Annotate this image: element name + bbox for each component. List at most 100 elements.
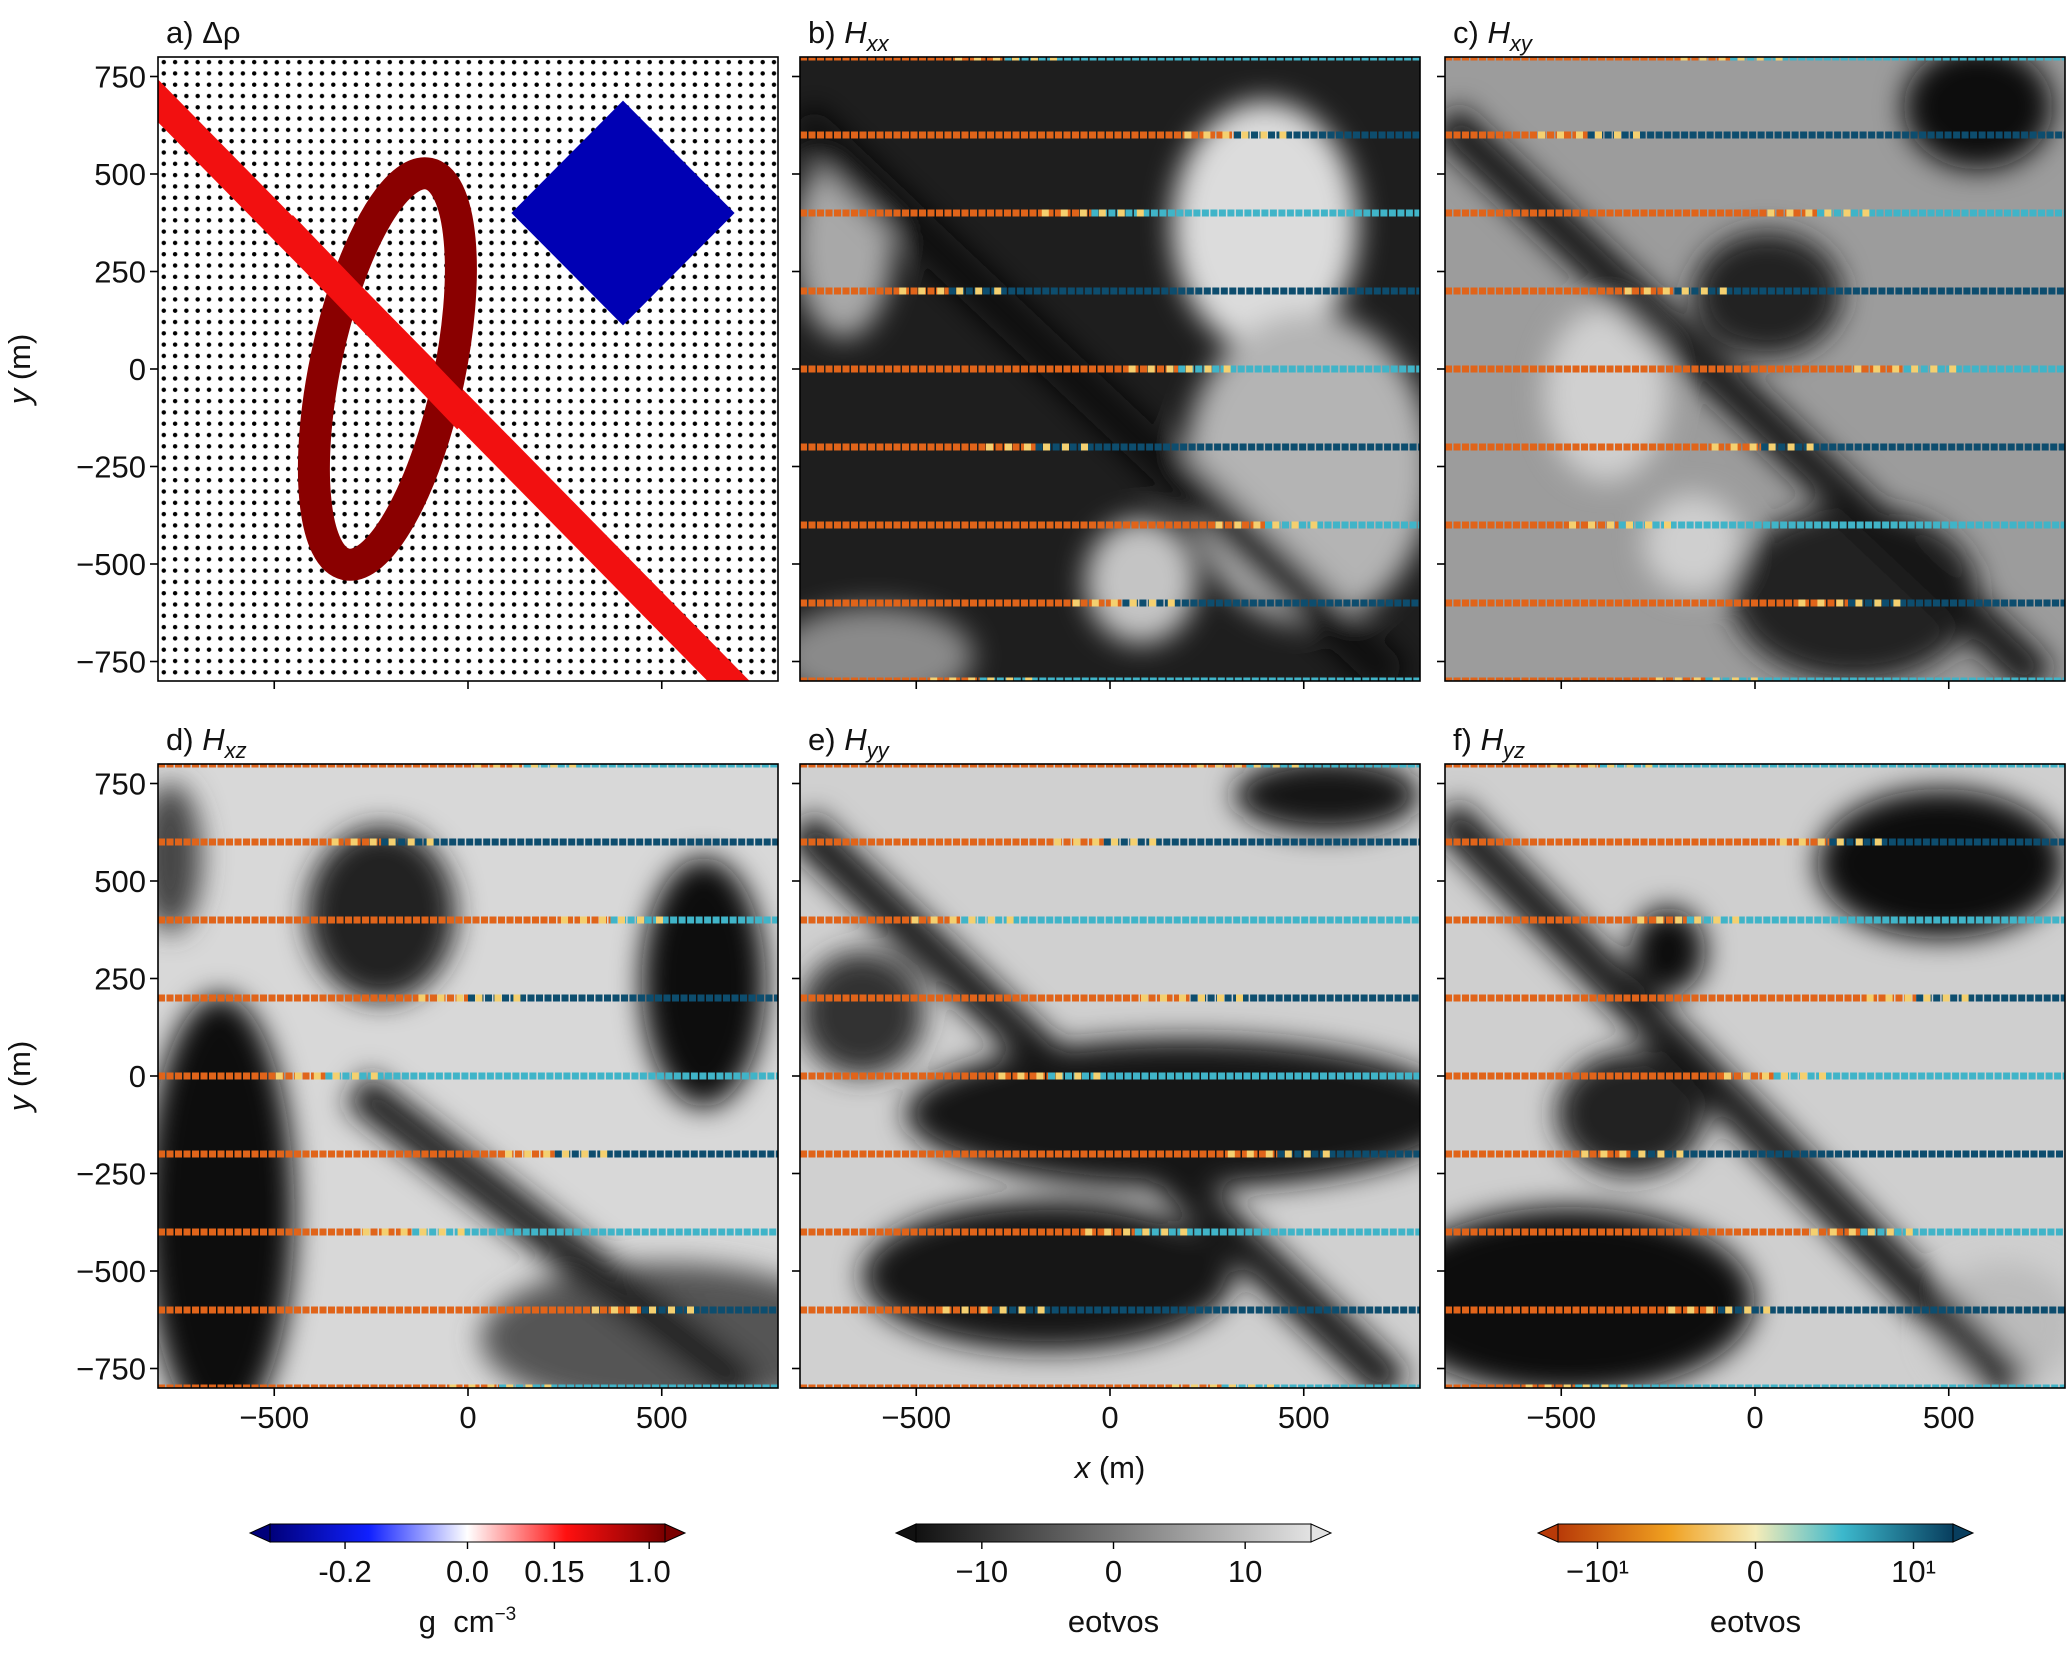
colorbar-unit-exponent: −3 xyxy=(495,1604,517,1625)
colorbar-unit: eotvos xyxy=(1710,1604,1801,1639)
panel-field xyxy=(158,57,778,681)
panel-field xyxy=(800,764,1420,1388)
x-tick-label: 500 xyxy=(636,1400,688,1435)
panel-letter: d) xyxy=(166,722,194,757)
panel-subscript: xz xyxy=(224,738,247,763)
y-tick-label: 500 xyxy=(94,864,146,899)
panel-field xyxy=(800,57,1420,681)
panel-symbol: H xyxy=(1481,722,1504,757)
panel-title: f) Hyz xyxy=(1453,722,1525,763)
y-tick-label: −500 xyxy=(76,1254,146,1289)
panel-title: b) Hxx xyxy=(808,15,890,56)
colorbar-tick-label: −10¹ xyxy=(1566,1554,1629,1589)
colorbar xyxy=(915,1523,1312,1543)
field-blob xyxy=(800,951,924,1076)
field-blob xyxy=(1631,907,1706,995)
x-axis-unit: (m) xyxy=(1099,1450,1145,1485)
panel-title: d) Hxz xyxy=(166,722,247,763)
field-blob xyxy=(306,826,456,1002)
prism xyxy=(511,100,735,326)
dike-over xyxy=(271,215,479,430)
panel-subscript: xy xyxy=(1509,31,1534,56)
field-blob xyxy=(1556,1051,1706,1176)
x-tick-label: 500 xyxy=(1923,1400,1975,1435)
panel-letter: c) xyxy=(1453,15,1479,50)
colorbar-extend-low xyxy=(248,1523,271,1543)
panel-title: e) Hyy xyxy=(808,722,891,763)
colorbar-extend-high xyxy=(1952,1523,1975,1543)
y-tick-label: −750 xyxy=(76,645,146,680)
panel-letter: b) xyxy=(808,15,836,50)
panel-subscript: xx xyxy=(866,31,890,56)
y-axis-unit: (m) xyxy=(2,334,37,380)
field-blob xyxy=(641,857,766,1108)
colorbar-label: eotvos xyxy=(1710,1604,1801,1639)
y-tick-label: −250 xyxy=(76,1157,146,1192)
x-tick-label: 0 xyxy=(1746,1400,1763,1435)
panel-symbol: Δρ xyxy=(202,15,240,50)
x-axis-var: x xyxy=(1073,1450,1092,1485)
panel-letter: f) xyxy=(1453,722,1472,757)
x-tick-label: −500 xyxy=(881,1400,951,1435)
colorbar-extend-high xyxy=(664,1523,687,1543)
y-tick-label: 0 xyxy=(129,1059,146,1094)
field-blob xyxy=(1544,306,1669,482)
x-tick-label: 500 xyxy=(1278,1400,1330,1435)
colorbar-tick-label: 10 xyxy=(1228,1554,1262,1589)
panel-letter: a) xyxy=(166,15,194,50)
y-axis-var: y xyxy=(2,386,37,406)
field-blob xyxy=(800,606,974,681)
y-axis-var: y xyxy=(2,1093,37,1113)
panel-field xyxy=(158,764,778,1388)
field-blob xyxy=(1643,493,1743,594)
panel-subscript: yz xyxy=(1501,738,1525,763)
panel-field xyxy=(1445,764,2065,1388)
colorbar-label: eotvos xyxy=(1068,1604,1159,1639)
panel-field xyxy=(1445,57,2065,681)
x-tick-label: 0 xyxy=(459,1400,476,1435)
colorbar-tick-label: 0.15 xyxy=(524,1554,584,1589)
field-blob xyxy=(158,994,295,1388)
colorbar-tick-label: 0 xyxy=(1105,1554,1122,1589)
panel-symbol: H xyxy=(844,15,867,50)
x-tick-label: 0 xyxy=(1101,1400,1118,1435)
colorbar-tick-label: 10¹ xyxy=(1891,1554,1936,1589)
field-blob xyxy=(1445,1207,1755,1388)
y-tick-label: 250 xyxy=(94,255,146,290)
field-blob xyxy=(1903,57,2053,170)
colorbar xyxy=(1557,1523,1954,1543)
panel-symbol: H xyxy=(1487,15,1510,50)
y-tick-label: −750 xyxy=(76,1352,146,1387)
colorbar-tick-label: 1.0 xyxy=(628,1554,671,1589)
y-tick-label: 750 xyxy=(94,767,146,802)
y-tick-label: 0 xyxy=(129,352,146,387)
y-axis-label: y (m) xyxy=(2,1041,37,1114)
panel-symbol: H xyxy=(202,722,225,757)
field-blob xyxy=(1817,788,2065,939)
field-band xyxy=(1445,799,2030,1388)
y-tick-label: −500 xyxy=(76,547,146,582)
panel-title: c) Hxy xyxy=(1453,15,1534,56)
panel-letter: e) xyxy=(808,722,836,757)
y-axis-label: y (m) xyxy=(2,334,37,407)
field-blob xyxy=(158,782,202,933)
colorbar-tick-label: 0 xyxy=(1747,1554,1764,1589)
colorbar-extend-high xyxy=(1310,1523,1333,1543)
colorbar-unit: g cm xyxy=(419,1604,495,1639)
panel-subscript: yy xyxy=(865,738,891,763)
colorbar-extend-low xyxy=(894,1523,917,1543)
y-tick-label: 500 xyxy=(94,157,146,192)
field-blob xyxy=(1085,518,1197,644)
field-blob xyxy=(862,1200,1234,1351)
grid-points xyxy=(158,57,778,681)
colorbar-tick-label: 0.0 xyxy=(446,1554,489,1589)
colorbar-label: g cm−3 xyxy=(419,1604,516,1639)
field xyxy=(1445,788,2065,1388)
field-band xyxy=(344,1072,760,1388)
y-tick-label: −250 xyxy=(76,450,146,485)
y-tick-label: 750 xyxy=(94,60,146,95)
y-tick-label: 250 xyxy=(94,962,146,997)
colorbar-extend-low xyxy=(1536,1523,1559,1543)
